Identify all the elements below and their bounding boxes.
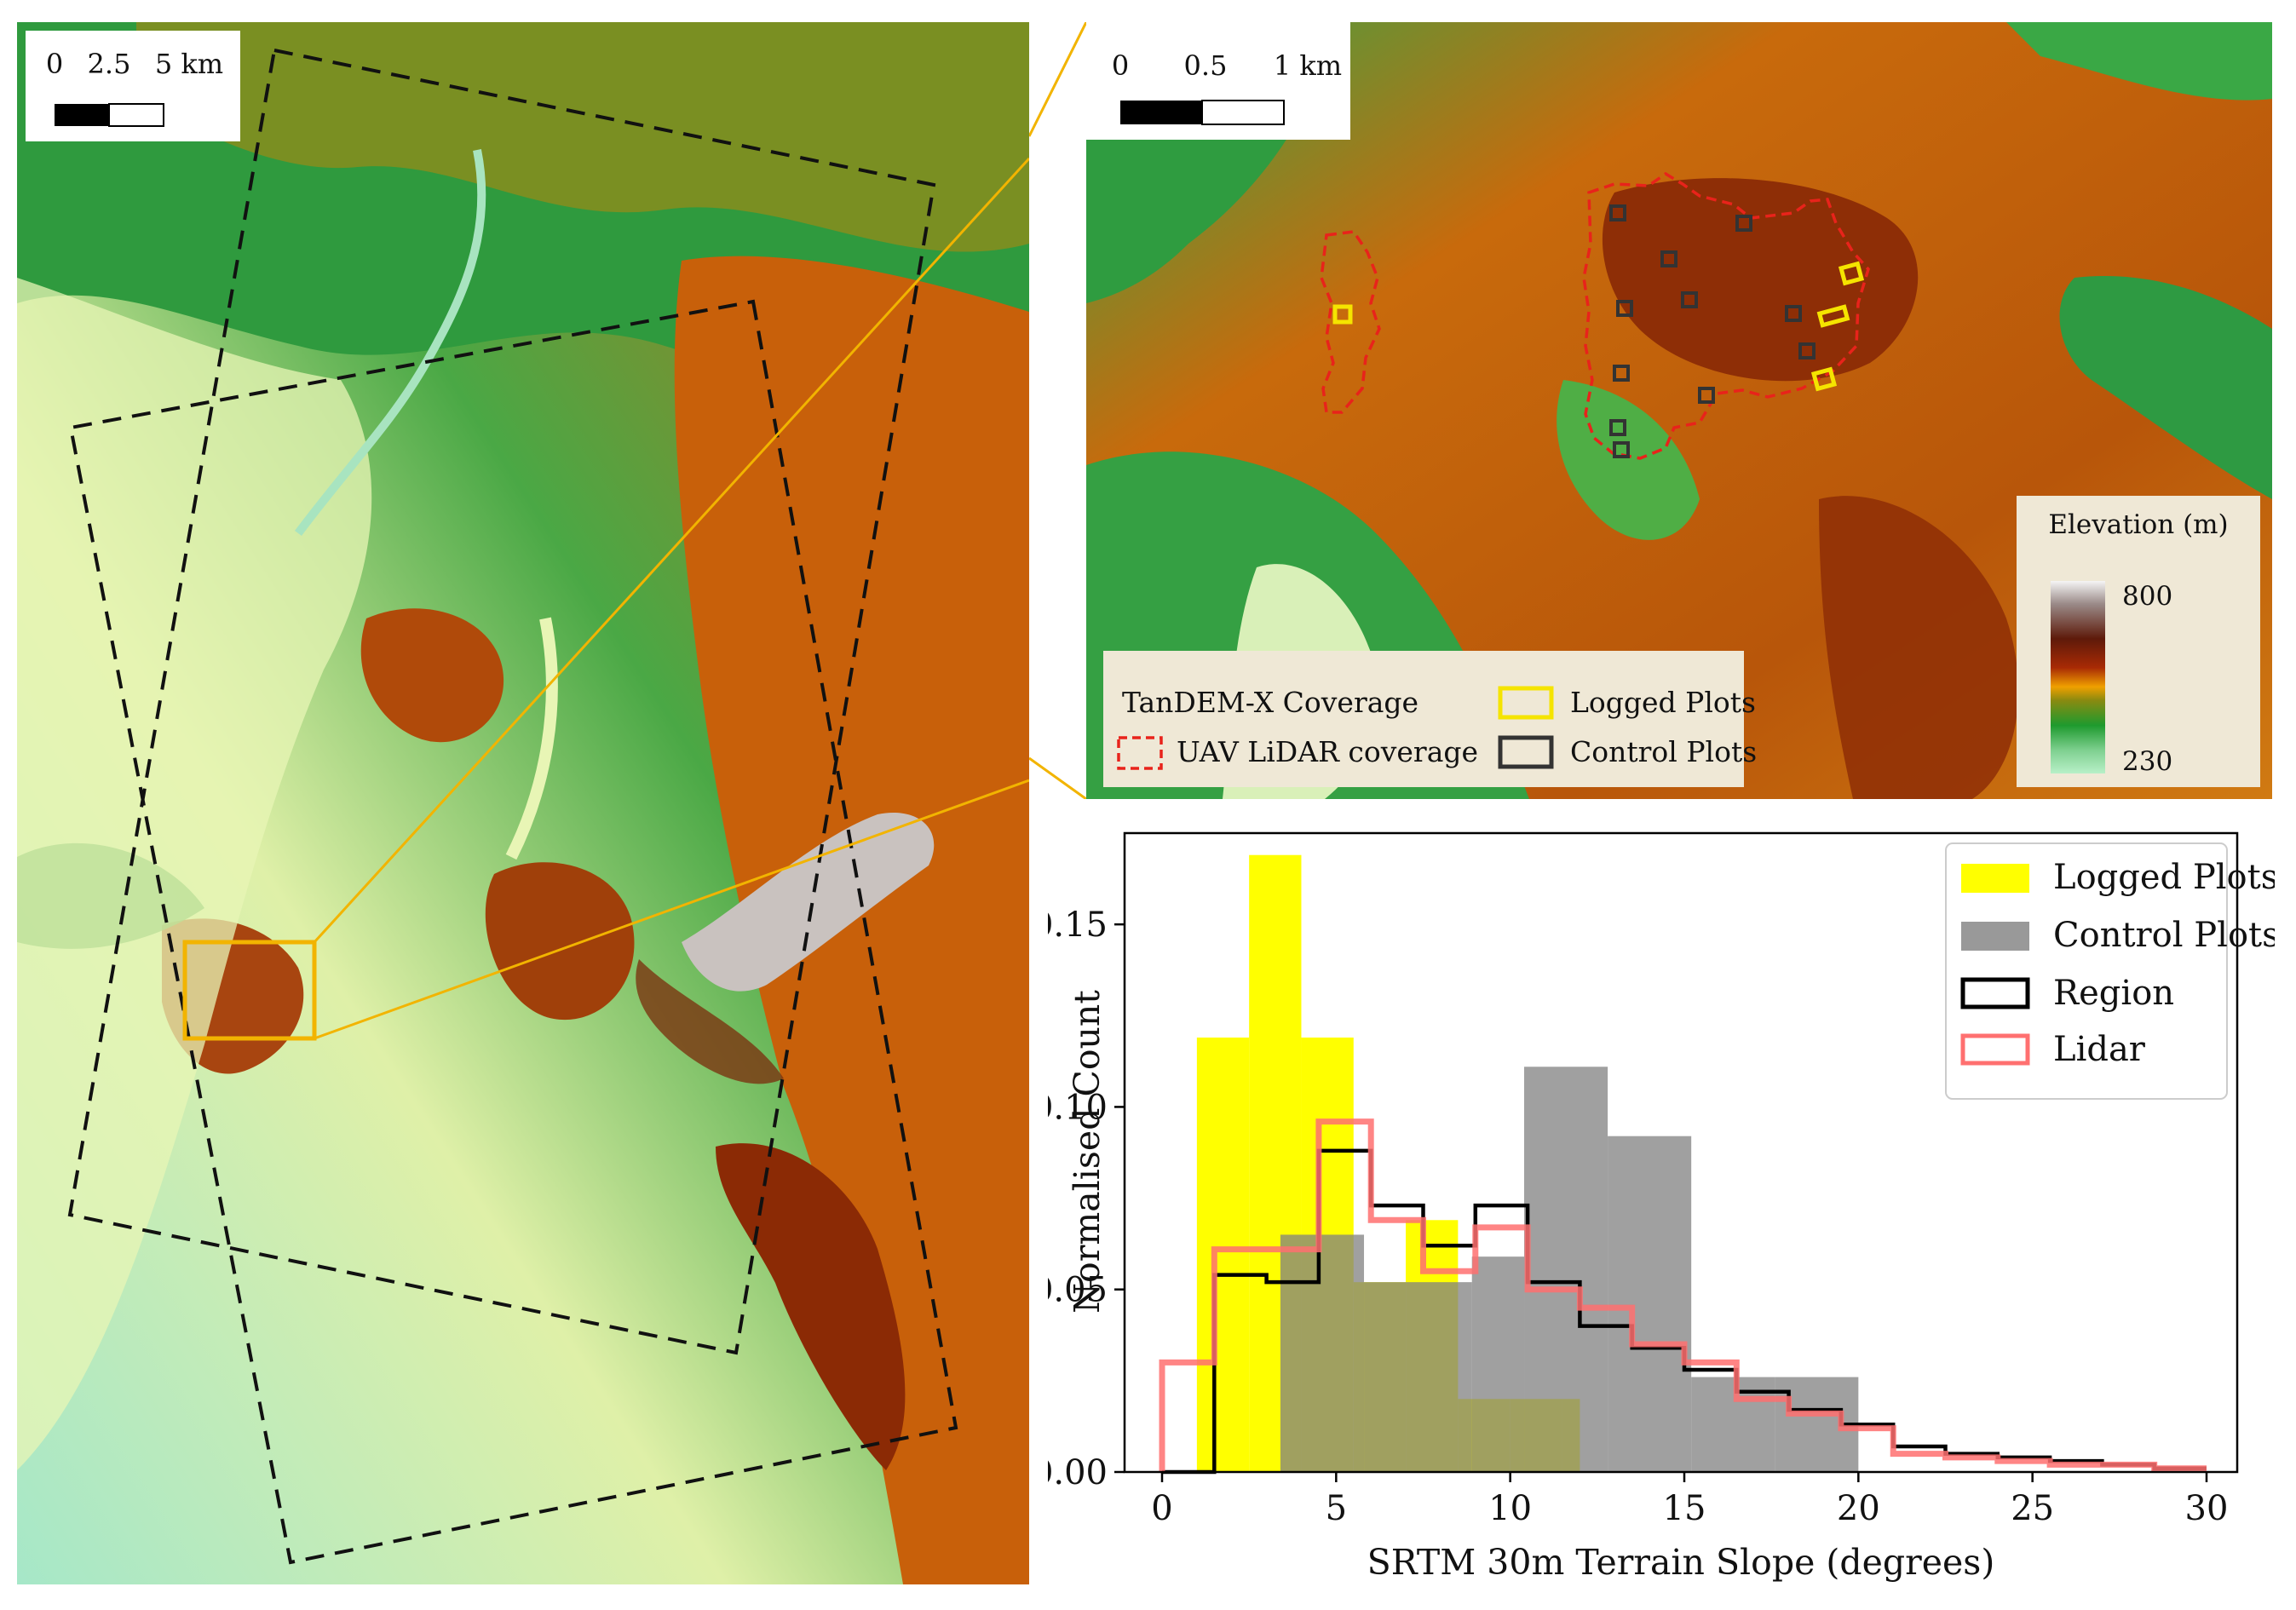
x-tick-label: 10 [1488, 1489, 1532, 1528]
tandemx-footprint-north [67, 48, 936, 1355]
y-axis-label: Normalised Count [1067, 990, 1108, 1314]
control-plot [1613, 365, 1630, 382]
x-tick-label: 15 [1663, 1489, 1706, 1528]
control-plot [1698, 387, 1715, 404]
terrain-central-plateau [360, 608, 504, 743]
legend-lidar-patch [1960, 1033, 2030, 1066]
control-plot [1609, 419, 1626, 436]
axis-ticks: 0 5 10 15 20 25 30 0.00 0.05 0.10 0.15 [1048, 906, 2228, 1528]
overview-scalebar: 0 2.5 5 km [26, 31, 240, 141]
zoom-valley-ne [2006, 22, 2272, 101]
legend-logged: Logged Plots [1570, 686, 1756, 719]
elevation-colorbar: Elevation (m) 800 230 [2017, 496, 2260, 787]
overview-elevation-map: 0 2.5 5 km [17, 22, 1029, 1584]
histogram-svg: 0 5 10 15 20 25 30 0.00 0.05 0.10 0.15 SRTM 30m Te… [1048, 831, 2275, 1583]
legend-series-region: Region [2053, 974, 2174, 1013]
zoom-valley-mid [1557, 380, 1700, 540]
control-plot [1681, 291, 1698, 308]
x-tick-label: 20 [1837, 1489, 1880, 1528]
zoom-scalebar: 0 0.5 1 km [1086, 22, 1350, 140]
colorbar-min: 230 [2122, 746, 2172, 777]
zoom-plateau-se [1819, 496, 2019, 799]
zoom-map-svg: 0 0.5 1 km TanDEM-X Coverage UAV LiDAR c… [1086, 22, 2272, 799]
control-plot [1609, 204, 1626, 221]
histogram-legend: Logged Plots Control Plots Region Lidar [1945, 842, 2275, 1100]
terrain-peak-brown [636, 959, 784, 1084]
terrain-upland-north [136, 22, 1029, 252]
x-tick-label: 0 [1151, 1489, 1172, 1528]
logged-plot [1332, 304, 1353, 325]
zoom-scalebar-tick-1: 0.5 [1184, 49, 1228, 82]
legend-logged-swatch [1498, 686, 1554, 720]
zoom-scalebar-tick-2: 1 km [1274, 49, 1342, 82]
terrain-peak-white [682, 813, 935, 992]
y-tick-label: 0.00 [1048, 1453, 1108, 1492]
bar-control-plots [1364, 1282, 1472, 1472]
legend-control: Control Plots [1570, 735, 1757, 768]
histogram-plot-area [1159, 854, 2207, 1475]
logged-plot [1810, 366, 1838, 392]
plot-frame [1123, 831, 2239, 1474]
overview-map-svg: 0 2.5 5 km [17, 22, 1029, 1584]
zoom-connector-lower [314, 779, 1029, 1040]
step-line-lidar [1159, 1118, 2207, 1472]
legend-uav: UAV LiDAR coverage [1177, 735, 1478, 768]
control-plot [1616, 300, 1633, 317]
control-plot [1785, 305, 1802, 322]
scalebar-tick-2: 5 km [155, 48, 223, 80]
x-tick-label: 5 [1326, 1489, 1347, 1528]
colorbar-gradient [2051, 581, 2105, 773]
bar-control-plots [1524, 1067, 1608, 1472]
legend-control-swatch [1498, 735, 1554, 769]
legend-logged-patch [1961, 864, 2029, 893]
zoom-valley-east [2059, 276, 2272, 499]
zoom-connector-upper [313, 157, 1029, 944]
terrain-valley [17, 278, 372, 1470]
y-tick-label: 0.15 [1048, 906, 1108, 945]
bar-logged-plots [1196, 1038, 1250, 1472]
study-area-box [182, 940, 317, 1041]
control-plot [1660, 250, 1677, 267]
logged-plots [1332, 261, 1865, 392]
legend-control-patch [1961, 922, 2029, 951]
control-plot [1735, 215, 1752, 232]
terrain-mid-plateau [485, 862, 635, 1021]
zoom-map-legend: TanDEM-X Coverage UAV LiDAR coverage Log… [1103, 651, 1757, 787]
legend-series-lidar: Lidar [2053, 1030, 2146, 1069]
y-tick-label: 0.10 [1048, 1088, 1108, 1127]
colorbar-max: 800 [2122, 581, 2172, 612]
legend-series-control: Control Plots [2053, 916, 2275, 955]
slope-histogram-chart: 0 5 10 15 20 25 30 0.00 0.05 0.10 0.15 SRTM 30m Te… [1048, 818, 2275, 1610]
zoom-elevation-map: 0 0.5 1 km TanDEM-X Coverage UAV LiDAR c… [1086, 22, 2272, 799]
bar-control-plots [1608, 1136, 1692, 1472]
scalebar-tick-1: 2.5 [88, 48, 131, 80]
legend-region-patch [1960, 977, 2030, 1009]
x-tick-label: 25 [2011, 1489, 2054, 1528]
control-plot [1798, 342, 1816, 359]
legend-tandemx: TanDEM-X Coverage [1122, 686, 1418, 719]
legend-uav-swatch [1117, 736, 1163, 770]
logged-plot [1838, 261, 1865, 286]
legend-series-logged: Logged Plots [2053, 858, 2275, 897]
y-tick-label: 0.05 [1048, 1271, 1108, 1310]
control-plots [1609, 204, 1816, 458]
x-axis-label: SRTM 30m Terrain Slope (degrees) [1367, 1542, 1995, 1583]
tandemx-footprint-south [68, 299, 958, 1565]
scalebar-tick-0: 0 [46, 48, 63, 80]
colorbar-title: Elevation (m) [2048, 509, 2228, 540]
terrain-ridge-brown [716, 1143, 906, 1470]
river-tributary [505, 617, 558, 860]
uav-lidar-coverage-west [1320, 230, 1381, 414]
control-plot [1613, 441, 1630, 458]
bar-control-plots [1280, 1234, 1365, 1472]
x-tick-label: 30 [2185, 1489, 2229, 1528]
zoom-scalebar-tick-0: 0 [1112, 49, 1129, 82]
logged-plot [1816, 304, 1850, 328]
zoom-connector-gap [1029, 22, 1086, 799]
bar-control-plots [1471, 1256, 1525, 1472]
